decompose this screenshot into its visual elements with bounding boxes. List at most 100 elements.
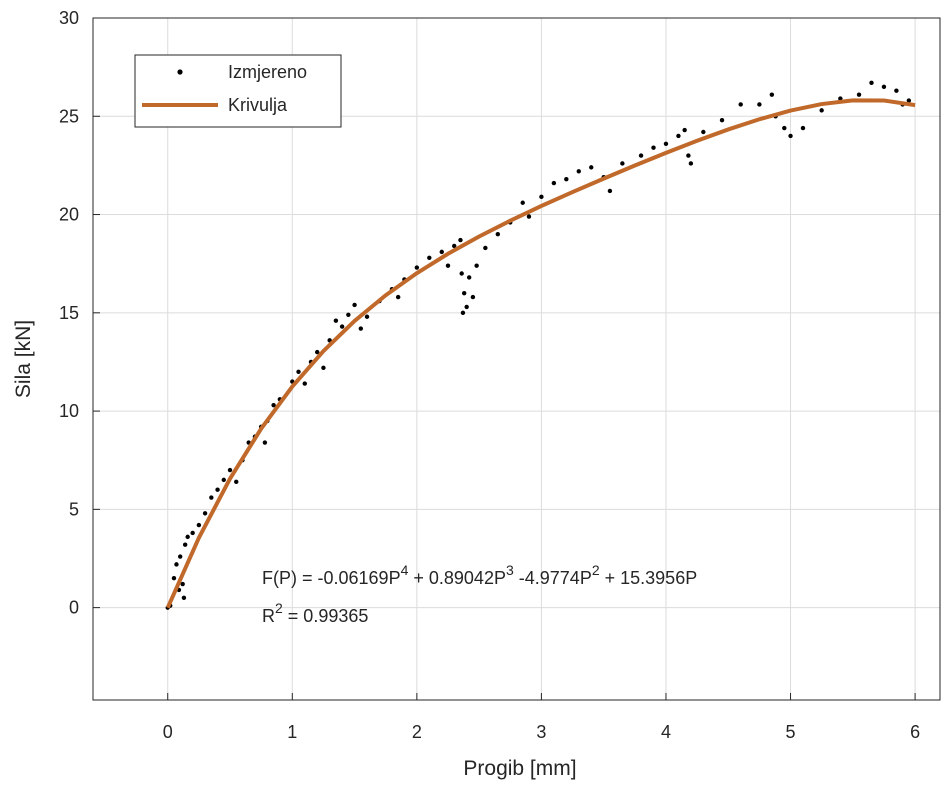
data-point	[458, 237, 463, 243]
fit-line	[165, 98, 916, 609]
data-point	[209, 495, 214, 500]
y-tick-label: 15	[59, 303, 79, 323]
data-point	[894, 88, 899, 93]
superscript: 4	[401, 562, 409, 578]
data-point	[181, 595, 187, 600]
data-point	[800, 125, 806, 131]
x-tick-label: 2	[412, 722, 422, 742]
y-tick-label: 10	[59, 401, 79, 421]
data-point	[364, 314, 370, 319]
superscript: 2	[275, 600, 283, 616]
data-point	[333, 318, 339, 323]
legend: Izmjereno Krivulja	[134, 54, 342, 128]
data-point	[520, 200, 525, 205]
plot-area	[165, 80, 916, 610]
data-point	[526, 214, 532, 219]
data-point	[182, 542, 188, 547]
data-point	[196, 522, 202, 528]
data-point	[757, 102, 762, 107]
data-point	[688, 161, 694, 166]
equation-part: -4.9774P	[514, 568, 592, 588]
data-point	[589, 165, 594, 170]
x-tick-label: 3	[536, 722, 546, 742]
r-squared: R2 = 0.99365	[262, 600, 368, 626]
y-tick-label: 0	[69, 598, 79, 618]
data-point	[180, 581, 185, 587]
data-point	[470, 294, 476, 300]
data-point	[676, 133, 681, 139]
data-point	[651, 145, 656, 150]
y-tick-label: 20	[59, 205, 79, 225]
data-point	[271, 402, 276, 408]
data-point	[788, 133, 793, 139]
data-point	[576, 169, 581, 174]
superscript: 2	[592, 562, 600, 578]
x-tick-label: 5	[786, 722, 796, 742]
y-axis-label: Sila [kN]	[12, 320, 35, 398]
x-tick-label: 1	[287, 722, 297, 742]
y-tick-label: 25	[59, 106, 79, 126]
data-point	[234, 479, 239, 485]
data-point	[782, 125, 787, 131]
equation: F(P) = -0.06169P4 + 0.89042P3 -4.9774P2 …	[262, 562, 697, 588]
data-point	[869, 80, 874, 86]
data-point	[738, 102, 743, 107]
data-point	[221, 477, 226, 483]
data-point	[686, 153, 691, 158]
data-point	[296, 369, 301, 374]
data-point	[495, 231, 501, 237]
data-point	[466, 275, 472, 280]
data-point	[190, 530, 195, 536]
data-point	[395, 294, 401, 300]
x-tick-label: 0	[163, 722, 173, 742]
data-point	[719, 118, 725, 123]
data-point	[663, 141, 669, 146]
data-point	[439, 249, 444, 255]
y-tick-label: 5	[69, 499, 79, 519]
data-point	[460, 310, 466, 316]
legend-marker	[177, 69, 183, 75]
data-point	[819, 108, 824, 113]
data-point	[185, 534, 190, 540]
data-point	[881, 84, 887, 89]
axes-box	[92, 17, 941, 701]
data-point	[171, 575, 177, 581]
x-axis-label: Progib [mm]	[463, 757, 576, 780]
data-point	[551, 180, 557, 186]
data-point	[474, 263, 479, 268]
legend-label: Izmjereno	[228, 62, 307, 82]
x-tick-label: 4	[661, 722, 671, 742]
data-point	[202, 511, 208, 516]
data-point	[464, 304, 469, 310]
superscript: 3	[506, 562, 514, 578]
data-point	[459, 271, 464, 276]
data-point	[174, 562, 179, 567]
data-point	[620, 161, 625, 166]
equation-part: F(P) = -0.06169P	[262, 568, 401, 588]
data-point	[539, 194, 544, 200]
data-point	[445, 263, 451, 268]
data-point	[607, 188, 613, 194]
data-point	[302, 381, 307, 386]
equation-part: R	[262, 606, 275, 626]
data-point	[262, 440, 268, 445]
data-point	[682, 127, 687, 133]
y-tick-label: 30	[59, 8, 79, 28]
data-point	[564, 176, 569, 182]
data-point	[856, 92, 862, 97]
data-point	[638, 153, 644, 158]
equation-part: + 0.89042P	[408, 568, 506, 588]
equation-part: + 15.3956P	[600, 568, 698, 588]
data-point	[352, 302, 357, 308]
data-point	[452, 243, 457, 249]
data-point	[215, 487, 220, 492]
legend-box	[134, 54, 342, 128]
equation-part: = 0.99365	[283, 606, 369, 626]
data-point	[177, 554, 183, 559]
data-point	[315, 349, 320, 355]
legend-label: Krivulja	[228, 95, 288, 115]
data-point	[321, 365, 326, 371]
data-point	[339, 324, 345, 329]
